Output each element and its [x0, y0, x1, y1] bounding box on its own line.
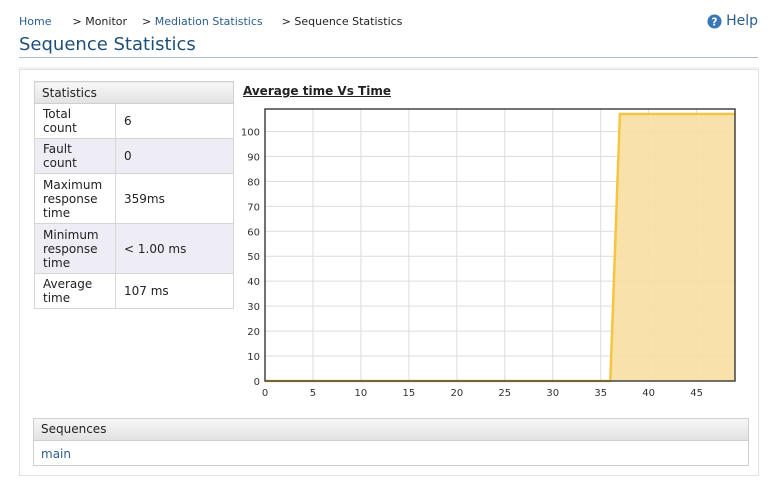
y-tick-label: 0 — [254, 377, 260, 388]
table-row: Average time 107 ms — [34, 273, 234, 309]
stat-label: Minimum response time — [34, 223, 116, 274]
y-tick-label: 80 — [247, 177, 260, 188]
chart-title: Average time Vs Time — [243, 84, 391, 98]
help-icon: ? — [707, 13, 722, 29]
y-tick-label: 90 — [247, 152, 260, 163]
breadcrumb-separator: > — [72, 15, 82, 28]
sequences-panel: Sequences main — [33, 418, 749, 466]
statistics-table: Statistics Total count 6 Fault count 0 M… — [34, 81, 234, 309]
y-tick-label: 50 — [247, 252, 260, 263]
y-tick-label: 60 — [247, 227, 260, 238]
sequence-link-main[interactable]: main — [41, 447, 71, 461]
average-time-chart: 0 5 10 15 20 25 30 35 40 45 0 10 20 30 40 50 60 70 80 90 100 — [241, 108, 736, 399]
help-link[interactable]: ? Help — [707, 13, 758, 29]
sequences-header: Sequences — [34, 419, 748, 441]
x-tick-label: 40 — [642, 388, 655, 399]
svg-text:?: ? — [712, 16, 718, 28]
x-tick-label: 10 — [355, 388, 368, 399]
x-tick-label: 5 — [310, 388, 316, 399]
table-row: Fault count 0 — [34, 138, 234, 174]
stat-value: 107 ms — [115, 273, 234, 309]
x-tick-label: 0 — [262, 388, 268, 399]
breadcrumb: Home > Monitor > Mediation Statistics > … — [19, 15, 402, 28]
plot-frame — [264, 108, 736, 382]
stat-label: Average time — [34, 273, 116, 309]
x-tick-label: 25 — [498, 388, 511, 399]
table-row: Total count 6 — [34, 103, 234, 139]
y-tick-label: 100 — [241, 127, 260, 138]
breadcrumb-monitor: Monitor — [85, 15, 128, 28]
breadcrumb-home[interactable]: Home — [19, 15, 52, 28]
help-label: Help — [726, 13, 758, 29]
stat-value: 359ms — [115, 173, 234, 224]
stat-value: 0 — [115, 138, 234, 174]
x-tick-label: 35 — [594, 388, 607, 399]
y-tick-label: 30 — [247, 302, 260, 313]
breadcrumb-mediation-statistics[interactable]: Mediation Statistics — [154, 15, 263, 28]
y-tick-label: 20 — [247, 327, 260, 338]
x-tick-label: 20 — [450, 388, 463, 399]
x-tick-label: 15 — [403, 388, 416, 399]
y-tick-label: 70 — [247, 202, 260, 213]
page-title: Sequence Statistics — [19, 34, 196, 55]
table-row: Maximum response time 359ms — [34, 173, 234, 224]
series-area — [265, 113, 735, 381]
statistics-header: Statistics — [34, 81, 234, 104]
x-tick-label: 30 — [546, 388, 559, 399]
breadcrumb-separator: > — [281, 15, 291, 28]
x-tick-label: 45 — [690, 388, 703, 399]
breadcrumb-separator: > — [142, 15, 152, 28]
breadcrumb-current: Sequence Statistics — [294, 15, 403, 28]
y-tick-label: 10 — [247, 352, 260, 363]
table-row: Minimum response time < 1.00 ms — [34, 223, 234, 274]
stat-label: Fault count — [34, 138, 116, 174]
title-divider — [19, 57, 758, 58]
stat-label: Total count — [34, 103, 116, 139]
stat-value: < 1.00 ms — [115, 223, 234, 274]
stat-value: 6 — [115, 103, 234, 139]
stat-label: Maximum response time — [34, 173, 116, 224]
y-tick-label: 40 — [247, 277, 260, 288]
